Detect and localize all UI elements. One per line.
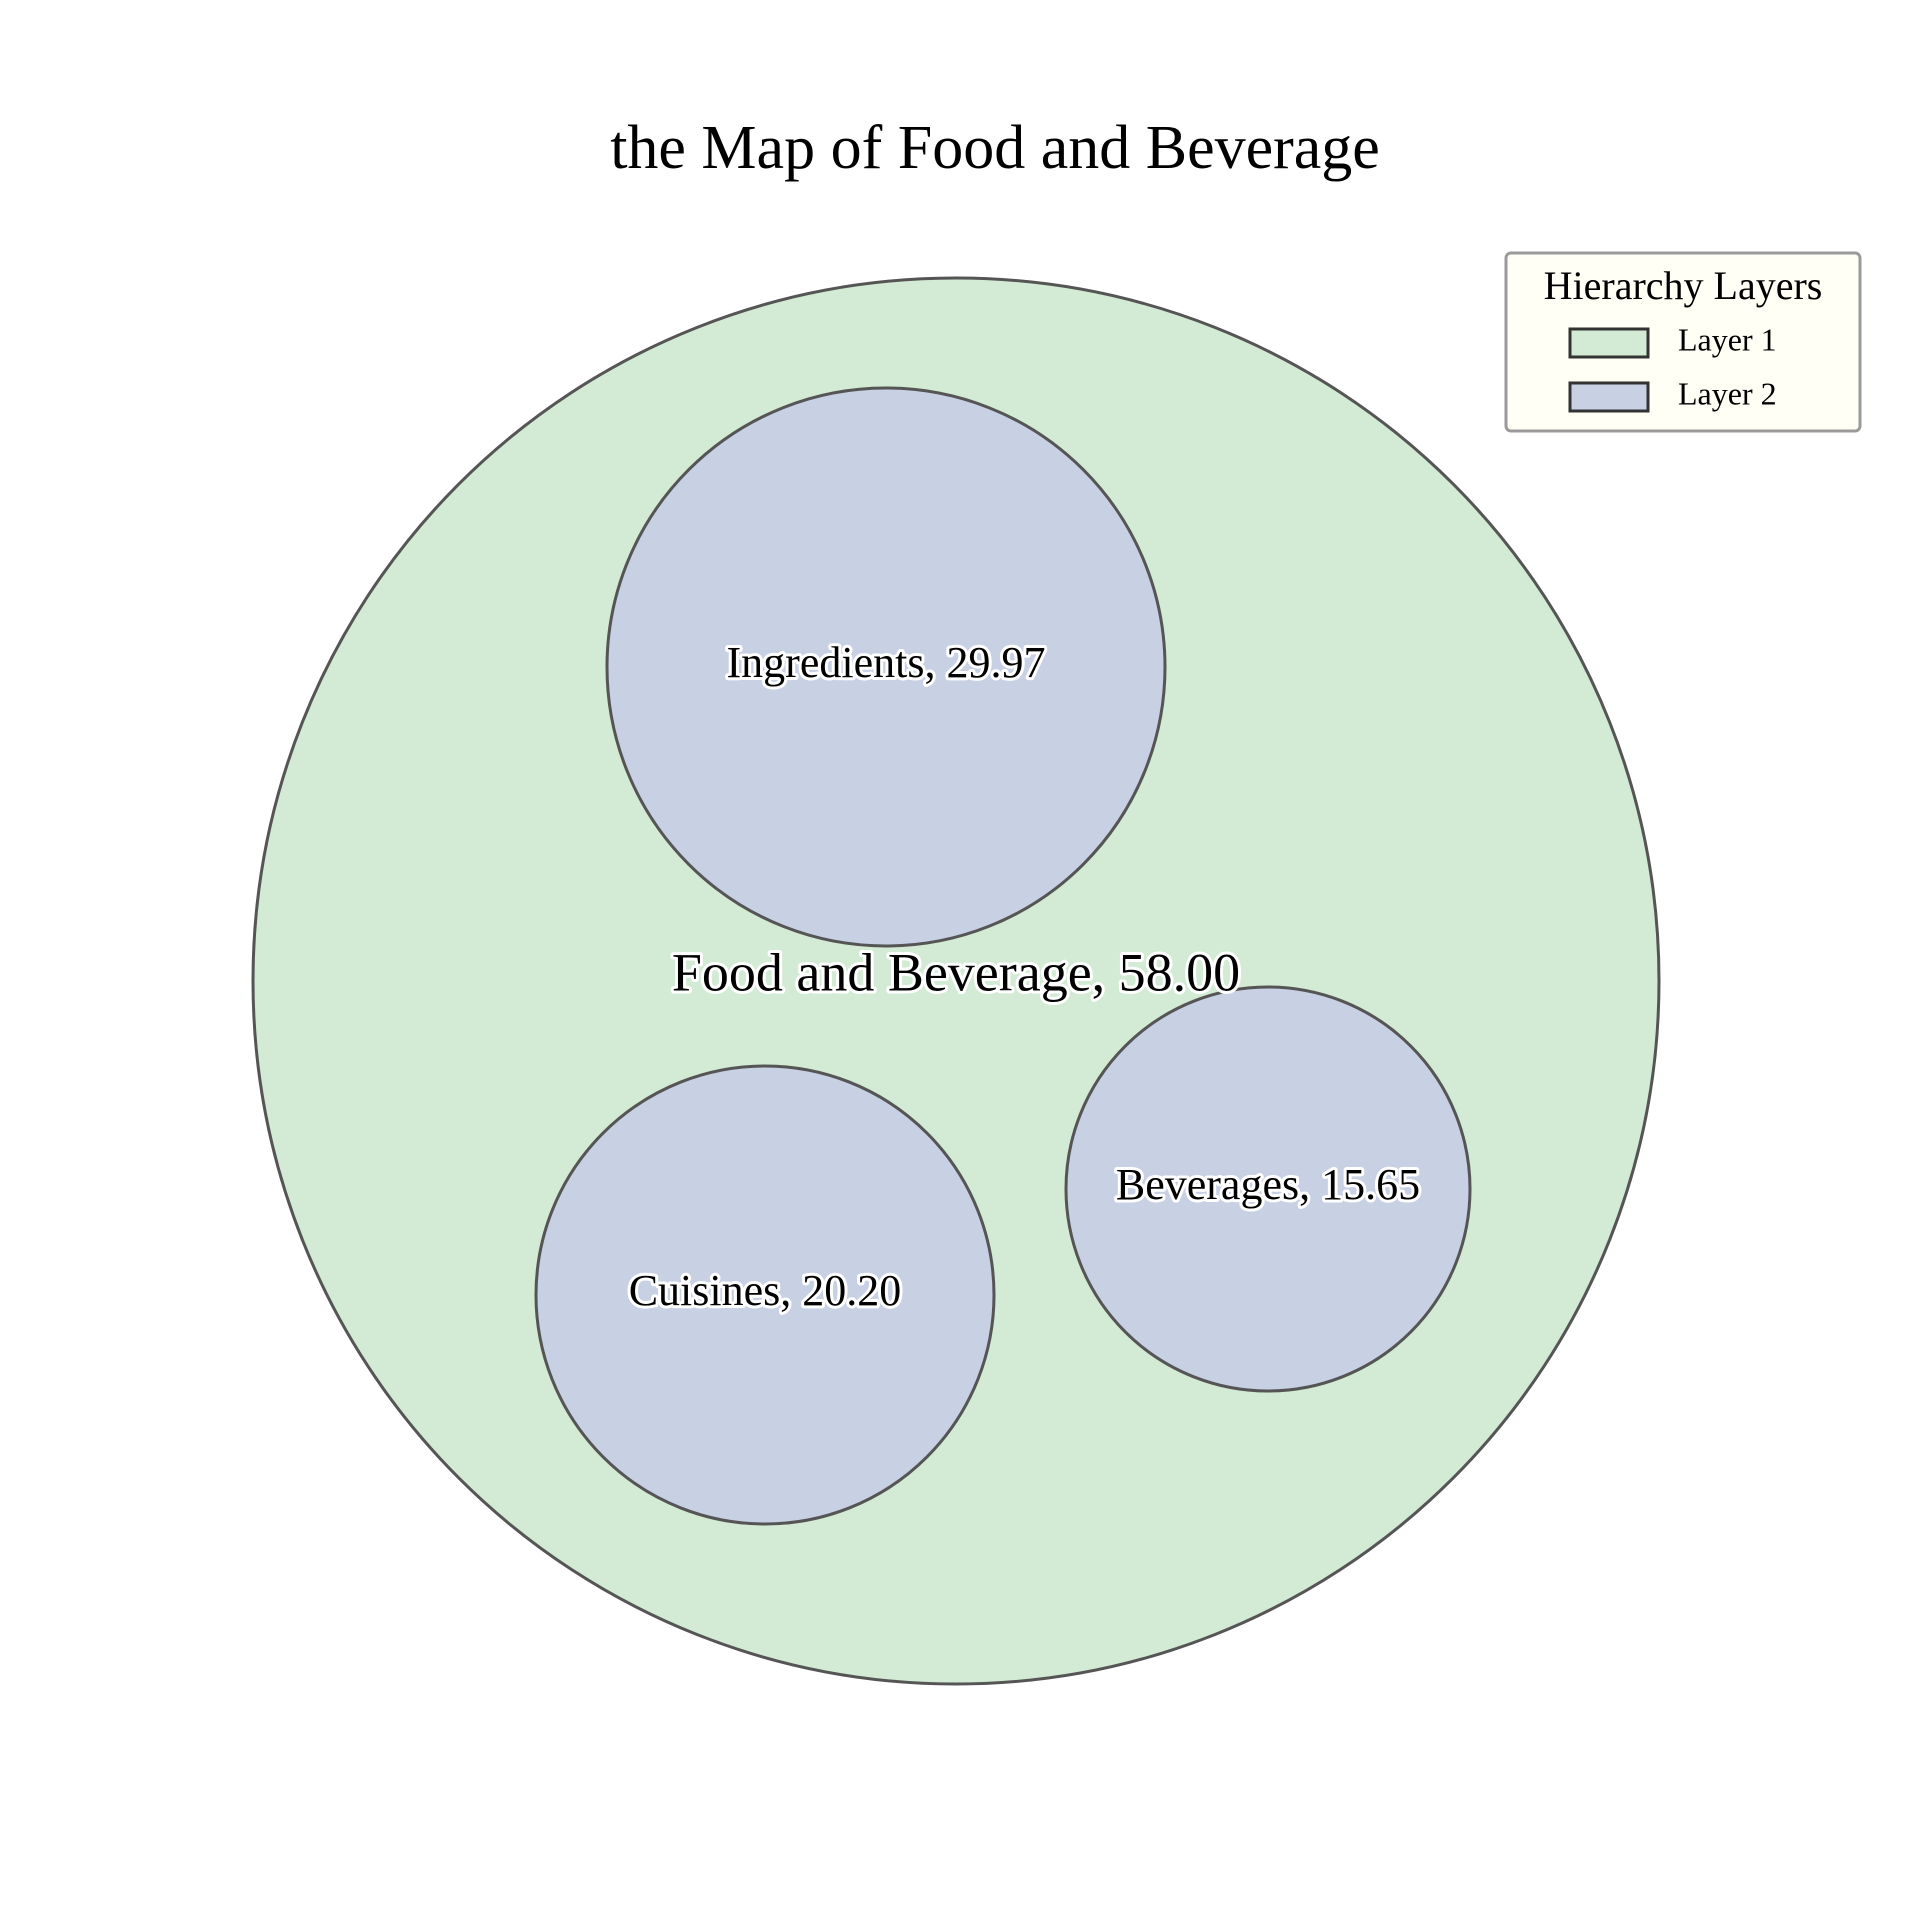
bubble-cuisines [534,1064,996,1526]
legend-label-layer-2: Layer 2 [1678,375,1777,411]
bubble-label-food-and-beverage: Food and Beverage, 58.00 [672,942,1240,1002]
legend: Hierarchy Layers Layer 1 Layer 2 [1504,251,1862,433]
legend-swatch-layer-2 [1568,381,1650,413]
chart-title: the Map of Food and Beverage [610,114,1380,182]
legend-label-layer-1: Layer 1 [1678,321,1777,357]
bubble-label-group: Food and Beverage, 58.00 Ingredients, 29.… [626,635,1423,1318]
bubble-label-beverages: Beverages, 15.65 [1116,1160,1420,1209]
bubble-label-cuisines: Cuisines, 20.20 [629,1266,902,1315]
bubble-ingredients [605,386,1167,948]
bubble-beverages [1064,985,1472,1393]
legend-title: Hierarchy Layers [1544,263,1823,308]
legend-items: Layer 1 Layer 2 [1568,321,1777,413]
legend-swatch-layer-1 [1568,327,1650,359]
bubble-group [251,276,1661,1686]
bubble-label-ingredients: Ingredients, 29.97 [727,638,1046,687]
